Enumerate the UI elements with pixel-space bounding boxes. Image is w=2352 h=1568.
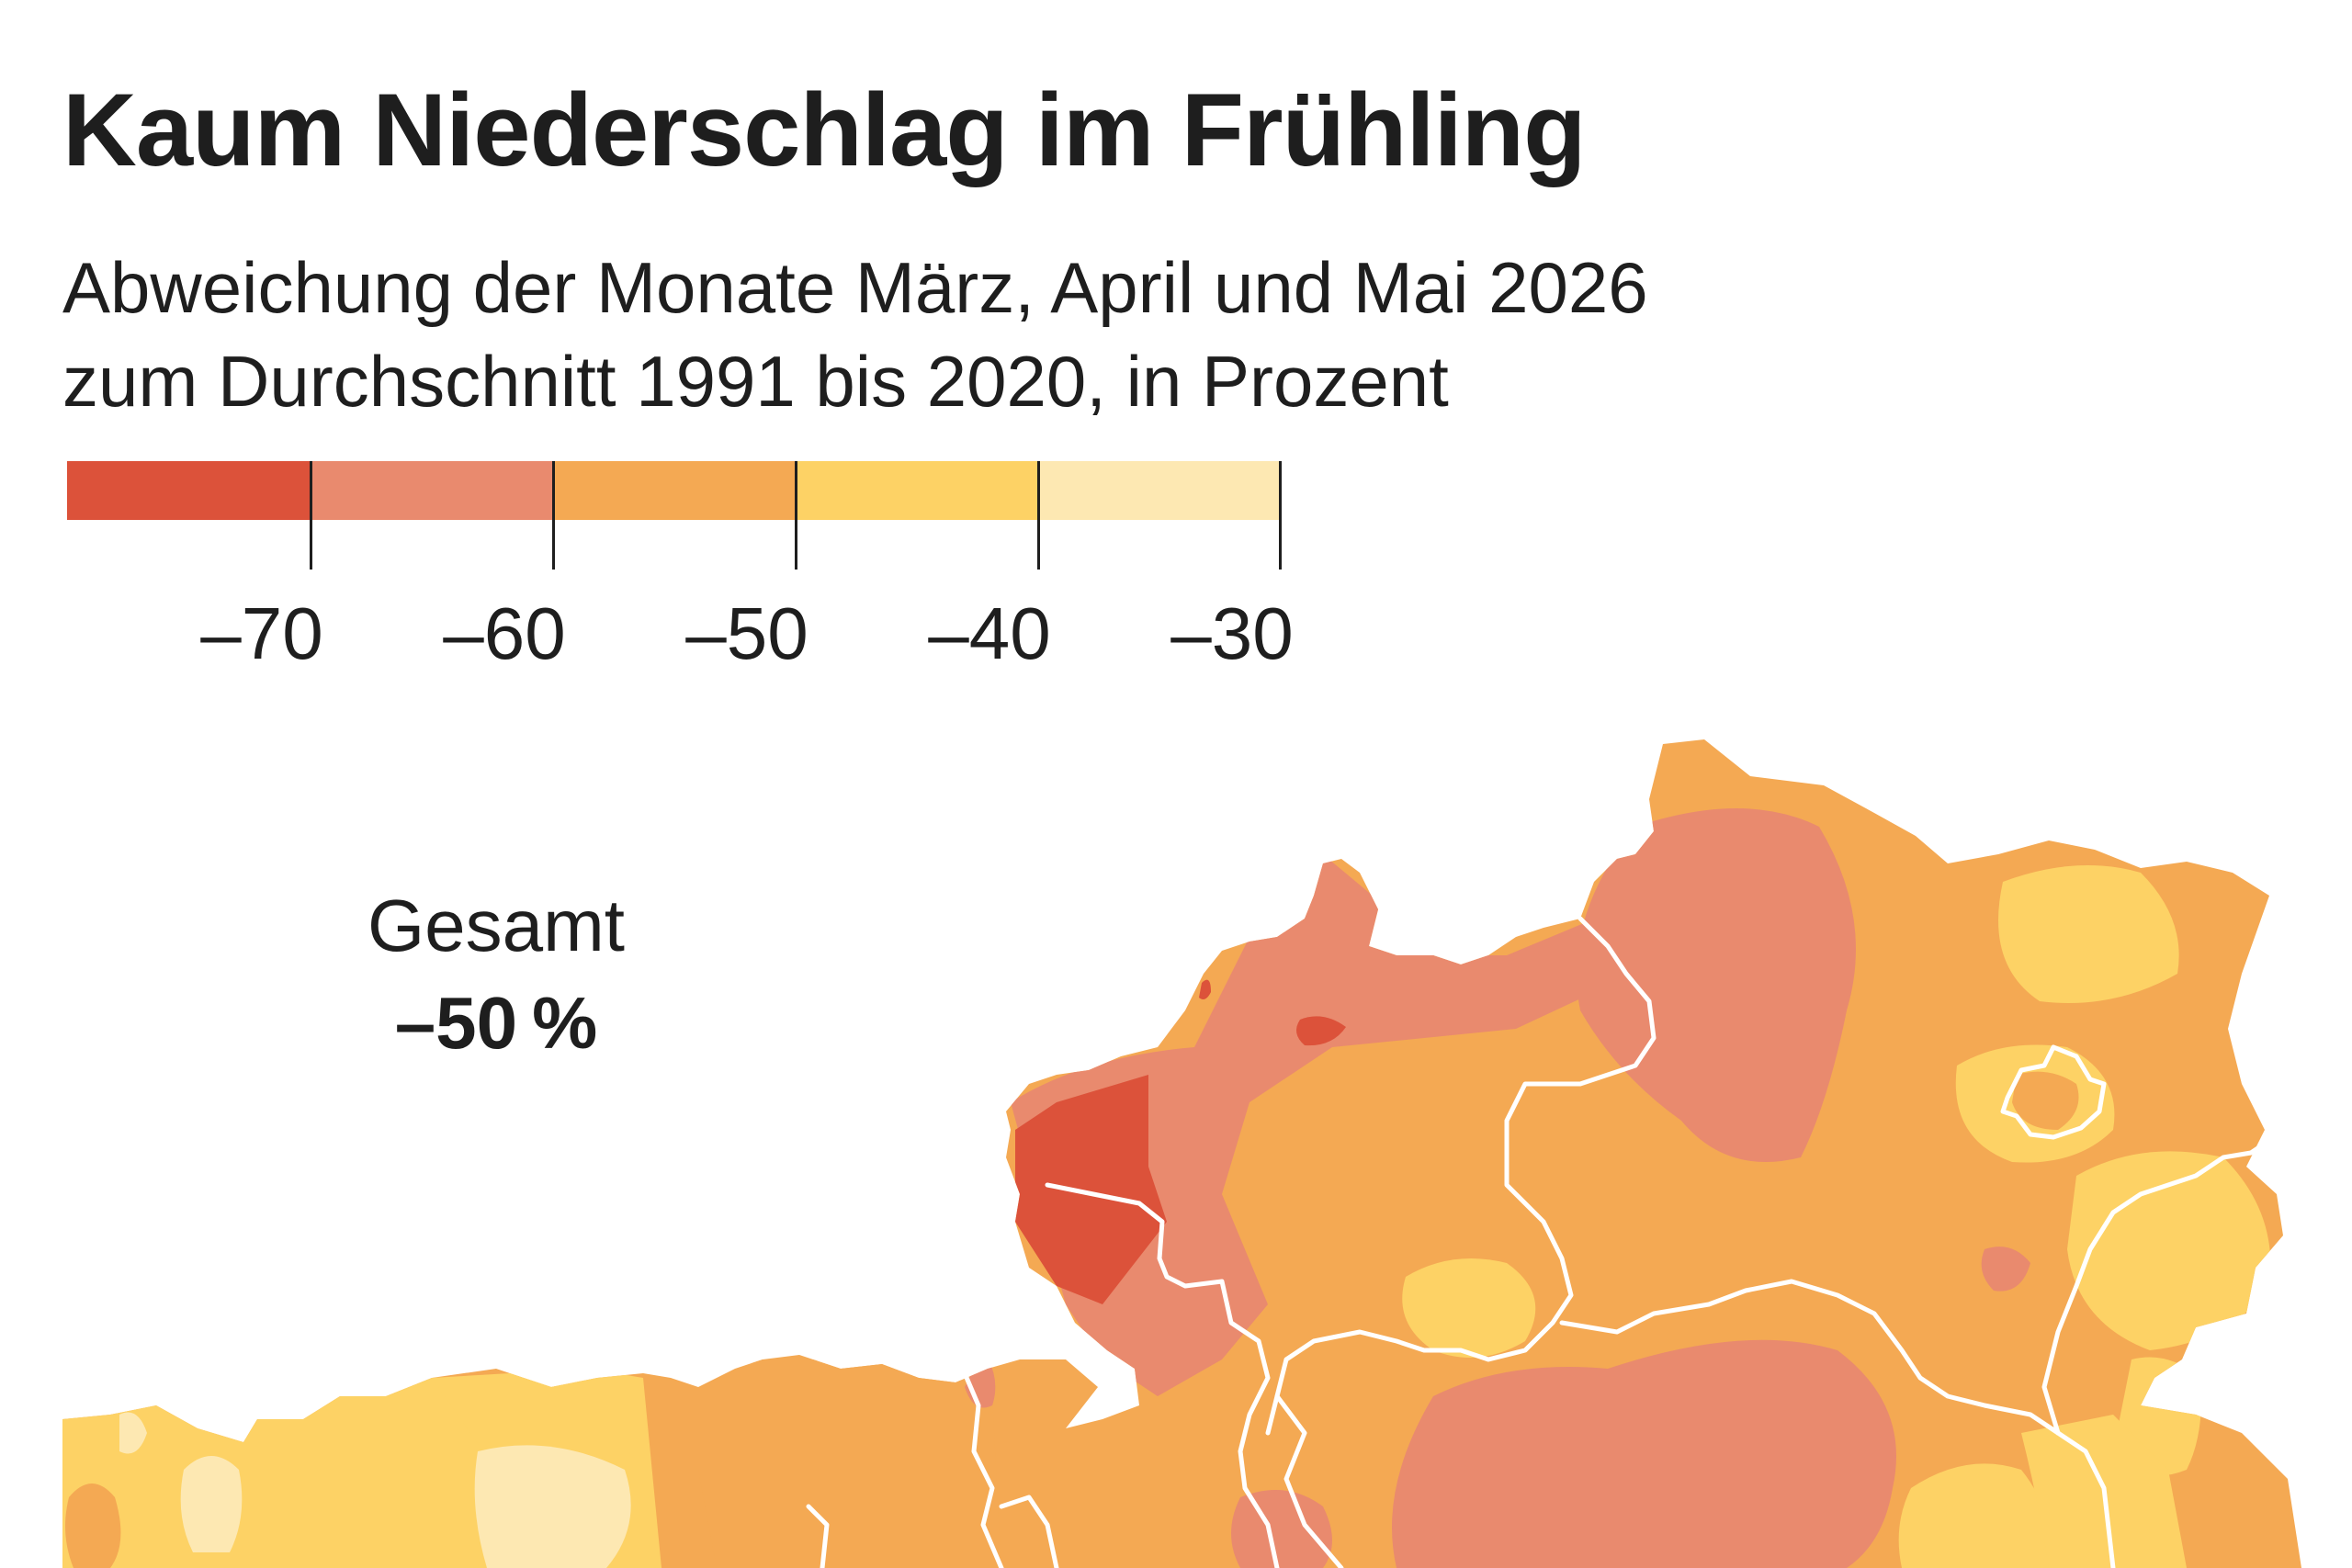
legend-label-50: –50	[685, 592, 808, 674]
legend-tick-30	[1279, 461, 1282, 570]
border-vorarlberg-tirol	[806, 1504, 830, 1568]
border-tirol-salzburg	[962, 1371, 1004, 1568]
map-fill-layer	[62, 739, 2301, 1568]
total-label: Gesamt	[367, 885, 626, 966]
legend-bin-50-40	[796, 461, 1038, 520]
subtitle-line-2: zum Durchschnitt 1991 bis 2020, in Proze…	[62, 341, 1449, 422]
subtitle-line-1: Abweichung der Monate März, April und Ma…	[62, 247, 1648, 328]
legend-bin-70-60	[311, 461, 553, 520]
legend-bin-40-30	[1038, 461, 1280, 520]
border-burgenland-south	[2055, 1430, 2116, 1568]
border-niederoesterreich-steiermark	[1559, 1279, 2061, 1436]
legend-bin-60-50	[553, 461, 796, 520]
map-subtitle: Abweichung der Monate März, April und Ma…	[62, 241, 1648, 428]
legend-tick-70	[310, 461, 312, 570]
border-wien	[2000, 1044, 2107, 1140]
legend-label-70: –70	[200, 592, 323, 674]
legend-label-40: –40	[928, 592, 1051, 674]
legend-color-bar	[67, 461, 1280, 520]
legend-label-30: –30	[1170, 592, 1294, 674]
color-legend: –70 –60 –50 –40 –30	[67, 461, 1294, 674]
legend-tick-40	[1037, 461, 1040, 570]
legend-bin-below-70	[67, 461, 311, 520]
border-salzburg-oberoesterreich	[1045, 1182, 1280, 1568]
legend-tick-60	[552, 461, 555, 570]
state-borders	[806, 916, 2267, 1568]
legend-tick-50	[795, 461, 797, 570]
border-oberoesterreich-niederoesterreich	[1265, 916, 1657, 1436]
legend-label-60: –60	[443, 592, 566, 674]
border-steiermark-kaernten	[1274, 1393, 1344, 1568]
border-tirol-inner	[999, 1495, 1059, 1568]
total-summary: Gesamt –50 %	[345, 889, 648, 1060]
total-value: –50 %	[394, 982, 598, 1064]
border-burgenland	[2041, 1141, 2267, 1436]
map-title: Kaum Niederschlag im Frühling	[62, 73, 1587, 187]
